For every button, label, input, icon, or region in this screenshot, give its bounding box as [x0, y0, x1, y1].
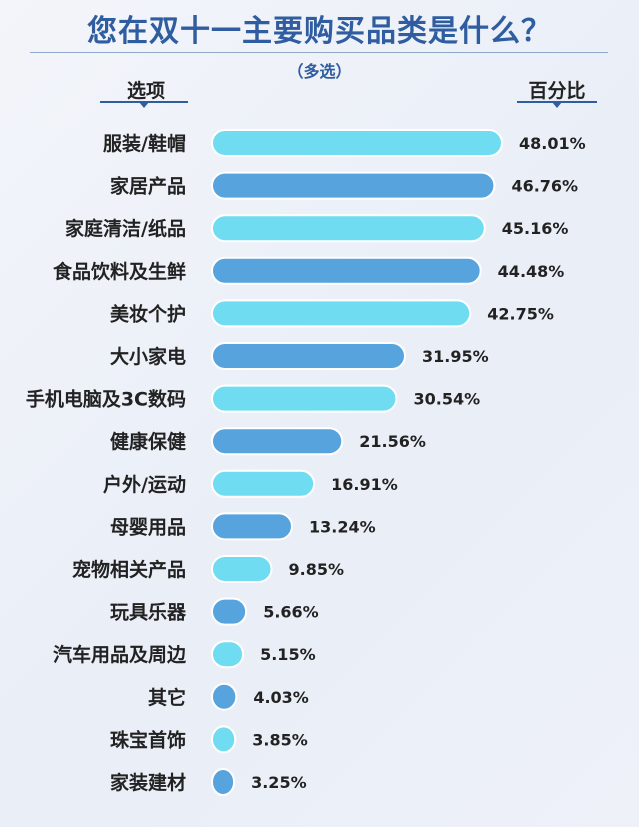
caret-down-icon	[552, 102, 562, 108]
bar	[211, 555, 273, 583]
bar	[211, 725, 237, 754]
category-label: 宠物相关产品	[72, 558, 186, 581]
category-label: 美妆个护	[110, 302, 186, 325]
value-label: 21.56%	[359, 432, 426, 451]
category-label: 家庭清洁/纸品	[65, 217, 186, 240]
value-label: 31.95%	[422, 347, 489, 366]
value-label: 48.01%	[519, 134, 586, 153]
value-label: 5.15%	[260, 645, 316, 664]
category-label: 珠宝首饰	[110, 728, 186, 751]
value-label: 9.85%	[288, 560, 344, 579]
column-header-percent: 百分比	[528, 80, 586, 102]
category-label: 食品饮料及生鲜	[53, 260, 186, 283]
bar	[211, 256, 482, 285]
value-label: 46.76%	[511, 177, 578, 196]
value-label: 3.85%	[252, 730, 308, 749]
category-label: 汽车用品及周边	[53, 643, 187, 666]
bar	[211, 342, 406, 370]
category-label: 手机电脑及3C数码	[26, 388, 186, 411]
category-label: 其它	[148, 686, 186, 709]
page-subtitle: （多选）	[287, 62, 352, 81]
bar	[211, 427, 344, 456]
value-label: 4.03%	[253, 688, 309, 707]
value-label: 45.16%	[502, 219, 569, 238]
value-label: 44.48%	[498, 262, 565, 281]
category-label: 户外/运动	[103, 473, 186, 496]
page-title: 您在双十一主要购买品类是什么？	[87, 14, 552, 49]
caret-down-icon	[139, 102, 149, 108]
bar	[211, 597, 248, 626]
category-label: 家装建材	[110, 771, 186, 794]
category-label: 家居产品	[110, 175, 186, 198]
bar	[211, 682, 238, 711]
value-label: 5.66%	[263, 603, 319, 622]
value-label: 3.25%	[251, 773, 307, 792]
category-label: 服装/鞋帽	[103, 132, 186, 155]
value-label: 16.91%	[331, 475, 398, 494]
bar	[211, 171, 496, 200]
bar	[211, 214, 486, 243]
category-label: 玩具乐器	[110, 602, 187, 624]
value-label: 42.75%	[487, 304, 554, 323]
title-divider	[30, 52, 608, 53]
value-label: 13.24%	[309, 517, 376, 536]
column-header-options: 选项	[126, 80, 165, 102]
category-label: 健康保健	[110, 430, 186, 453]
bar	[211, 129, 503, 157]
bar	[211, 469, 316, 498]
bar	[211, 299, 472, 328]
bar	[211, 768, 236, 796]
category-label: 大小家电	[110, 345, 186, 368]
category-label: 母婴用品	[110, 516, 186, 538]
bar	[211, 640, 245, 669]
bar	[211, 512, 293, 541]
value-label: 30.54%	[413, 390, 480, 409]
bar	[211, 384, 398, 413]
